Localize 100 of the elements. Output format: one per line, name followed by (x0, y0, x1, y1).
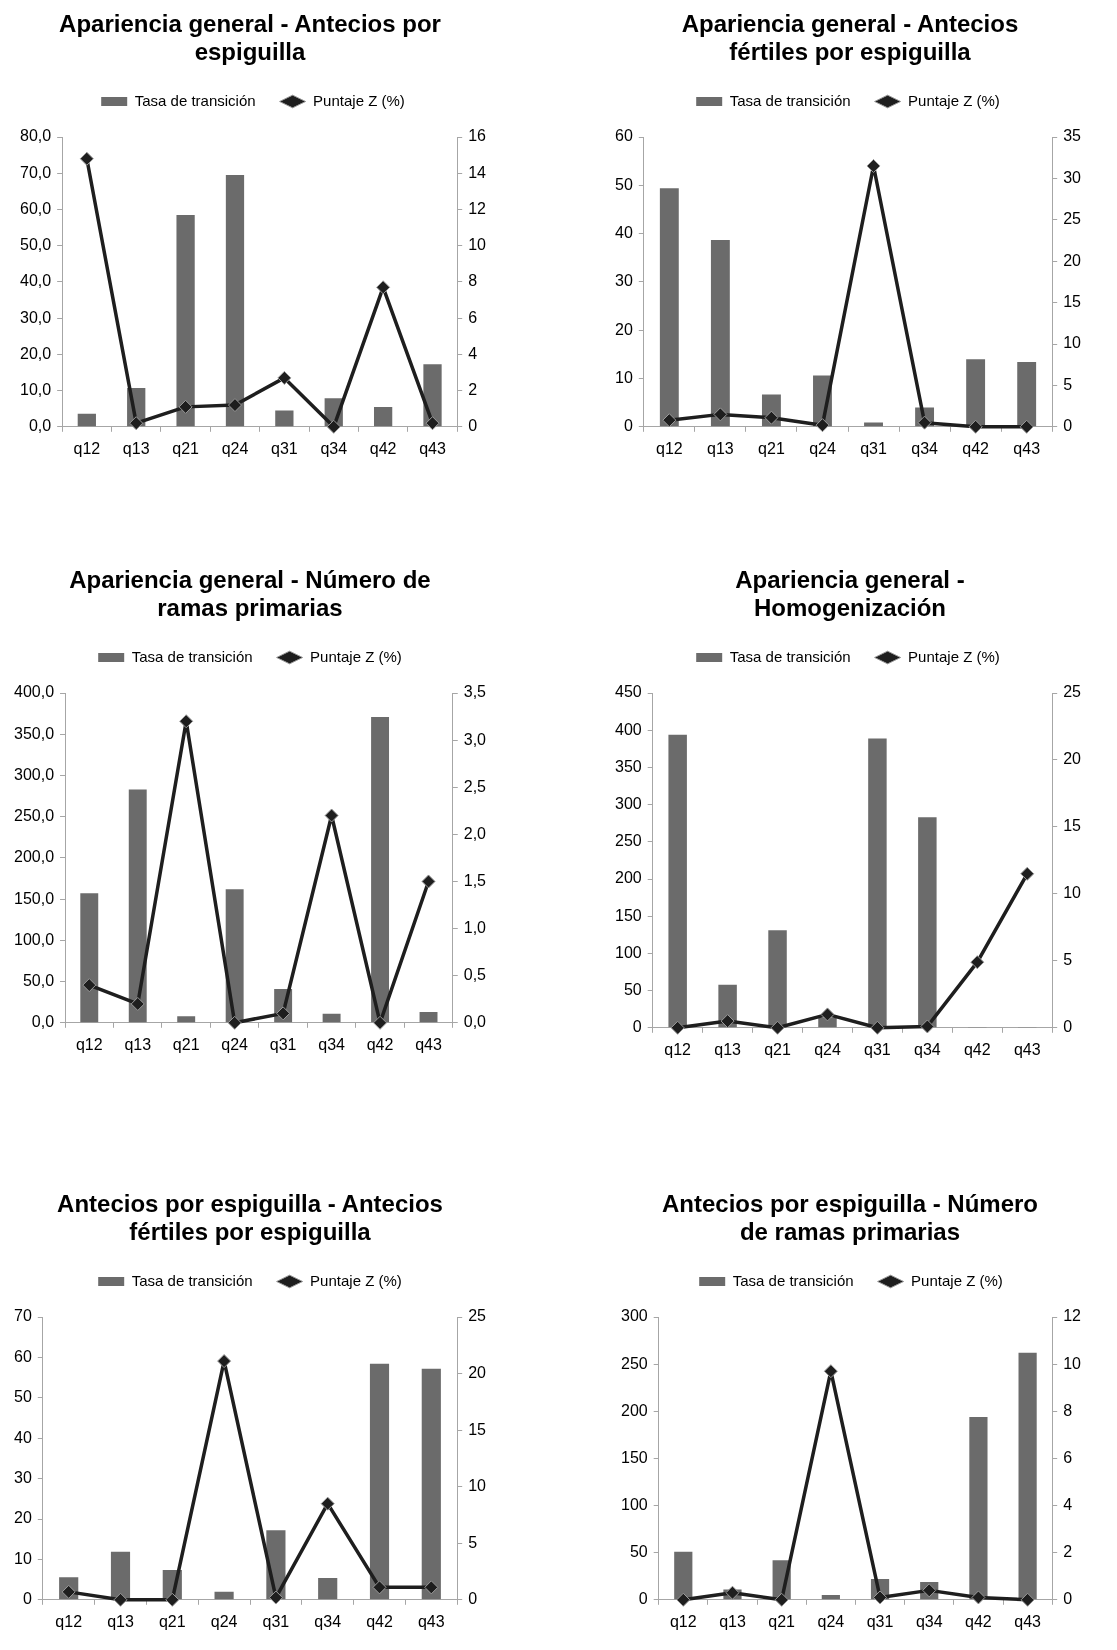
bar (659, 188, 679, 427)
y2-tick-label: 2,5 (463, 777, 487, 795)
bar (77, 413, 96, 427)
x-tick-label: q21 (158, 1612, 186, 1630)
y-tick-label: 60 (615, 127, 633, 145)
point (113, 1592, 128, 1607)
y-tick-label: 0 (632, 1018, 642, 1036)
x-tick-label: q13 (124, 1035, 152, 1053)
legend-label: Puntaje Z (%) (908, 647, 1000, 665)
legend-label: Tasa de transición (732, 1271, 854, 1289)
legend-label: Tasa de transición (729, 91, 851, 109)
chart-title: Apariencia general - Antecios fértiles por espiguilla (680, 10, 1020, 66)
x-tick-label: q12 (55, 1612, 83, 1630)
y-tick-label: 100,0 (13, 930, 55, 948)
y2-tick-label: 30 (1063, 168, 1082, 186)
point (130, 996, 145, 1011)
point (662, 413, 677, 428)
bar (373, 406, 393, 427)
point (815, 418, 830, 433)
y2-tick-label: 20 (1063, 750, 1082, 768)
chart-title: Apariencia general - Antecios por espiguilla (58, 10, 442, 66)
point (970, 955, 985, 970)
y-tick-label: 250,0 (13, 807, 55, 825)
x-tick-label: q13 (107, 1612, 134, 1630)
bar (419, 1012, 438, 1023)
x-tick-label: q12 (73, 439, 101, 457)
x-tick-label: q43 (1013, 439, 1041, 457)
x-tick-label: q31 (860, 439, 887, 457)
y2-tick-label: 0,0 (463, 1013, 487, 1031)
bar (371, 716, 390, 1023)
point (870, 1020, 885, 1035)
bar (969, 1416, 988, 1600)
y2-tick-label: 1,0 (463, 918, 487, 936)
legend-label: Tasa de transición (134, 91, 256, 109)
x-tick-label: q12 (75, 1035, 103, 1053)
legend-label: Tasa de transición (729, 647, 851, 665)
y2-tick-label: 0 (468, 417, 478, 435)
x-tick-label: q24 (817, 1612, 845, 1630)
y2-tick-label: 5 (468, 1533, 478, 1551)
point (277, 370, 292, 385)
y2-tick-label: 15 (1063, 817, 1082, 835)
y2-tick-label: 6 (1063, 1448, 1073, 1466)
y-tick-label: 40 (615, 224, 633, 242)
x-tick-label: q31 (866, 1612, 894, 1630)
y-tick-label: 50 (623, 981, 642, 999)
point (227, 1015, 242, 1030)
y2-tick-label: 0 (1063, 1590, 1073, 1608)
y-tick-label: 0 (638, 1590, 648, 1608)
legend-label: Puntaje Z (%) (908, 91, 1000, 109)
legend-label: Puntaje Z (%) (911, 1271, 1003, 1289)
bar (176, 214, 195, 427)
y2-tick-label: 10 (1063, 1354, 1082, 1372)
x-tick-label: q24 (210, 1612, 238, 1630)
y-tick-label: 50,0 (20, 236, 52, 254)
chart-title: Antecios por espiguilla - Antecios fértiles por espiguilla (56, 1190, 444, 1246)
bar (80, 893, 99, 1023)
x-tick-label: q13 (122, 439, 150, 457)
y-tick-label: 150,0 (13, 889, 55, 907)
point (373, 1015, 388, 1030)
y-tick-label: 50 (14, 1388, 32, 1406)
bar (214, 1591, 234, 1600)
y-tick-label: 300,0 (13, 765, 55, 783)
bar (275, 410, 294, 427)
y2-tick-label: 0 (1063, 417, 1073, 435)
y-tick-label: 40 (14, 1428, 32, 1446)
x-tick-label: q21 (172, 1035, 200, 1053)
y2-tick-label: 12 (1063, 1307, 1082, 1325)
x-tick-label: q34 (318, 1035, 346, 1053)
y2-tick-label: 8 (468, 272, 478, 290)
x-tick-label: q43 (417, 1612, 445, 1630)
point (82, 978, 97, 993)
x-tick-label: q42 (965, 1612, 992, 1630)
bar (369, 1363, 390, 1600)
x-tick-label: q21 (758, 439, 785, 457)
x-tick-label: q13 (707, 439, 734, 457)
y2-tick-label: 4 (468, 344, 478, 362)
y-tick-label: 50 (629, 1543, 648, 1561)
y2-tick-label: 25 (1063, 683, 1082, 701)
x-tick-label: q34 (911, 439, 939, 457)
y-tick-label: 20 (615, 320, 633, 338)
y-tick-label: 100 (614, 943, 642, 961)
y-tick-label: 10 (615, 368, 633, 386)
y-tick-label: 40,0 (20, 272, 52, 290)
point (820, 1007, 835, 1022)
x-tick-label: q43 (1014, 1612, 1042, 1630)
y-tick-label: 350,0 (13, 724, 55, 742)
x-tick-label: q31 (271, 439, 298, 457)
y2-tick-label: 25 (468, 1307, 487, 1325)
point (968, 419, 983, 434)
point (720, 1014, 735, 1029)
x-tick-label: q21 (764, 1040, 791, 1058)
y2-tick-label: 10 (1063, 334, 1082, 352)
y-tick-label: 20 (14, 1509, 32, 1527)
point (179, 714, 194, 729)
x-tick-label: q12 (669, 1612, 697, 1630)
point (324, 808, 339, 823)
y-tick-label: 30 (14, 1469, 32, 1487)
bar (864, 422, 883, 427)
y-tick-label: 250 (614, 832, 642, 850)
x-tick-label: q42 (963, 1040, 991, 1058)
